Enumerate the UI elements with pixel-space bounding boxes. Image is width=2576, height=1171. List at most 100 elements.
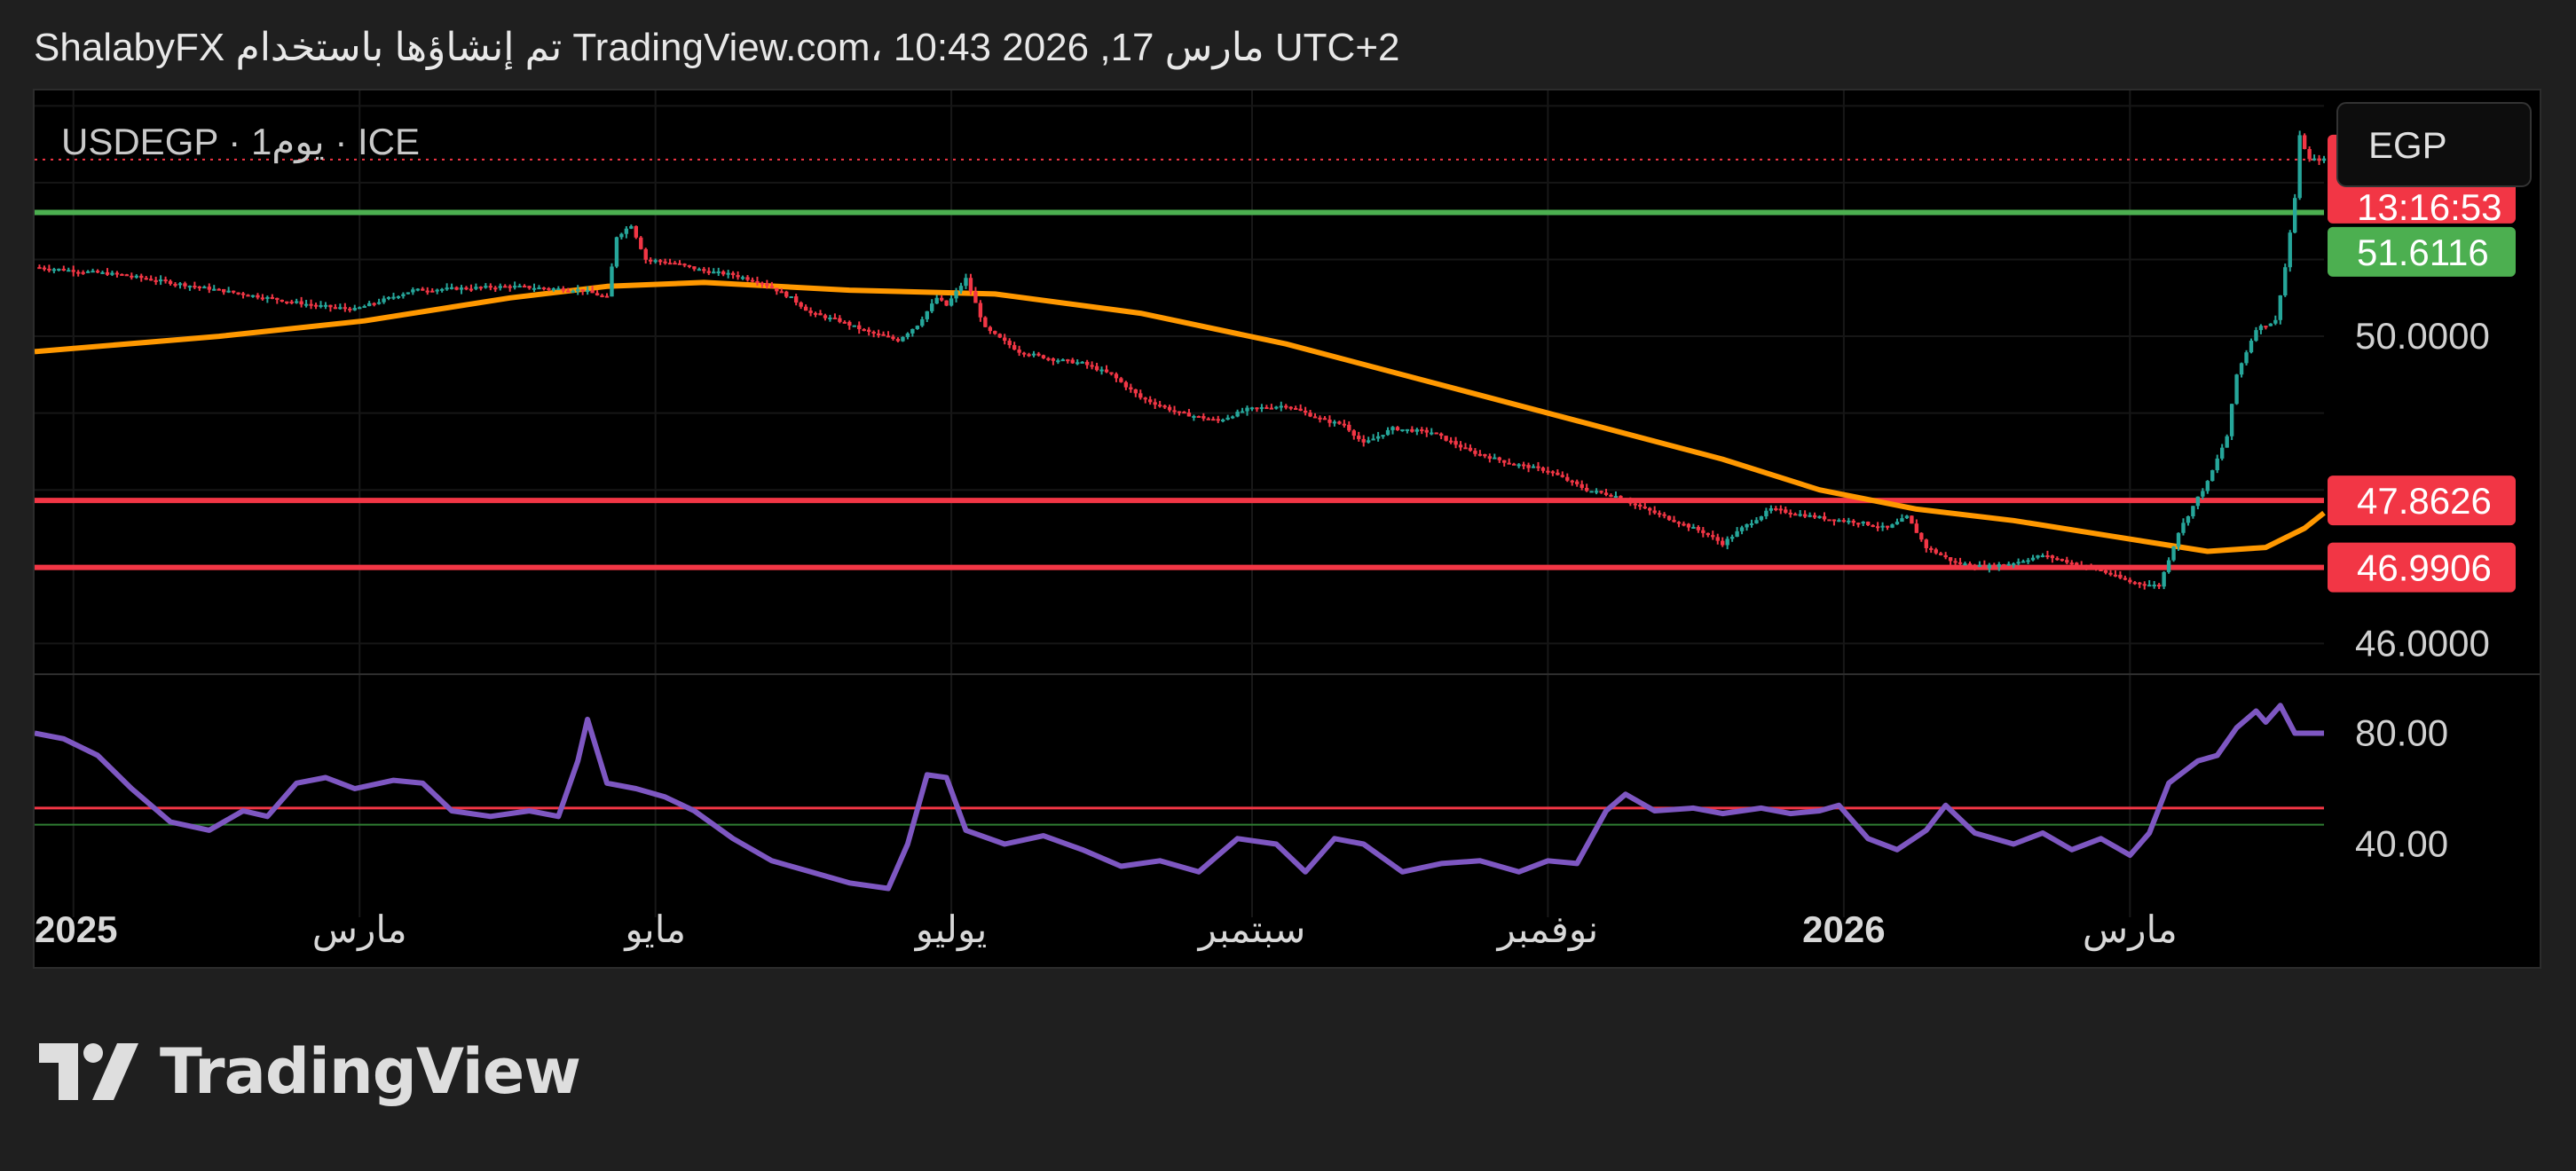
candle-body[interactable]: [1420, 428, 1424, 431]
candle-body[interactable]: [1938, 553, 1943, 555]
candle-body[interactable]: [1973, 565, 1977, 568]
candle-body[interactable]: [920, 318, 925, 326]
candle-body[interactable]: [1434, 432, 1438, 435]
candle-body[interactable]: [372, 303, 376, 305]
candle-body[interactable]: [1812, 515, 1817, 518]
candle-body[interactable]: [1027, 354, 1031, 357]
candle-body[interactable]: [958, 286, 964, 292]
candle-body[interactable]: [439, 288, 445, 291]
candle-body[interactable]: [2079, 565, 2084, 568]
candle-body[interactable]: [2147, 585, 2152, 587]
candle-body[interactable]: [1084, 361, 1090, 365]
candle-body[interactable]: [1438, 433, 1444, 436]
candle-body[interactable]: [673, 263, 677, 265]
candle-body[interactable]: [1676, 522, 1682, 524]
candle-body[interactable]: [37, 267, 42, 270]
candle-body[interactable]: [212, 288, 217, 291]
candle-body[interactable]: [1633, 503, 1638, 506]
candle-body[interactable]: [2201, 491, 2205, 497]
candle-body[interactable]: [793, 296, 799, 303]
candle-body[interactable]: [1516, 464, 1521, 467]
candle-body[interactable]: [852, 325, 856, 327]
candle-body[interactable]: [2142, 584, 2147, 586]
candle-body[interactable]: [997, 334, 1002, 338]
candle-body[interactable]: [639, 237, 643, 249]
candle-body[interactable]: [503, 286, 508, 288]
candle-body[interactable]: [537, 287, 541, 290]
candle-body[interactable]: [313, 304, 319, 307]
candle-body[interactable]: [1177, 411, 1182, 413]
candle-body[interactable]: [1875, 526, 1880, 529]
candle-body[interactable]: [1312, 416, 1318, 419]
candle-body[interactable]: [1003, 337, 1007, 342]
candle-body[interactable]: [1225, 417, 1230, 420]
candle-body[interactable]: [47, 268, 51, 271]
candle-body[interactable]: [832, 317, 838, 319]
candle-body[interactable]: [1672, 520, 1676, 523]
candle-body[interactable]: [934, 297, 939, 304]
candle-body[interactable]: [2317, 158, 2321, 161]
candle-body[interactable]: [91, 271, 95, 273]
candle-body[interactable]: [595, 293, 600, 295]
candle-body[interactable]: [1342, 423, 1347, 426]
candle-body[interactable]: [1381, 435, 1385, 437]
candle-body[interactable]: [610, 266, 614, 297]
candle-body[interactable]: [2225, 436, 2229, 448]
candle-body[interactable]: [2215, 458, 2219, 471]
candle-body[interactable]: [1701, 530, 1706, 533]
candle-body[interactable]: [1182, 412, 1186, 414]
candle-body[interactable]: [895, 339, 901, 342]
candle-body[interactable]: [1847, 520, 1851, 523]
candle-body[interactable]: [1123, 381, 1129, 388]
candle-body[interactable]: [1579, 483, 1584, 488]
candle-body[interactable]: [857, 325, 862, 330]
candle-body[interactable]: [1895, 522, 1900, 525]
candle-body[interactable]: [1934, 549, 1938, 554]
candle-body[interactable]: [808, 310, 813, 313]
candle-body[interactable]: [217, 288, 221, 291]
candle-body[interactable]: [556, 288, 561, 291]
candle-body[interactable]: [1303, 410, 1308, 413]
candle-body[interactable]: [2166, 560, 2171, 572]
candle-body[interactable]: [1012, 345, 1017, 350]
candle-body[interactable]: [1662, 514, 1666, 516]
candle-body[interactable]: [1259, 407, 1264, 410]
candle-body[interactable]: [813, 312, 818, 315]
candle-body[interactable]: [348, 308, 352, 310]
candle-body[interactable]: [1051, 358, 1056, 361]
candle-body[interactable]: [784, 291, 789, 297]
candle-body[interactable]: [1031, 353, 1036, 356]
candle-body[interactable]: [2089, 565, 2093, 568]
candle-body[interactable]: [328, 304, 333, 308]
candle-body[interactable]: [1080, 361, 1084, 364]
candle-body[interactable]: [1594, 491, 1599, 493]
candle-body[interactable]: [1220, 420, 1225, 422]
candle-body[interactable]: [954, 291, 958, 299]
candle-body[interactable]: [323, 304, 328, 307]
candle-body[interactable]: [1792, 514, 1798, 516]
candle-body[interactable]: [1351, 430, 1356, 436]
candle-body[interactable]: [1904, 515, 1910, 519]
candle-body[interactable]: [71, 270, 75, 272]
candle-body[interactable]: [358, 307, 362, 310]
candle-body[interactable]: [2186, 515, 2191, 523]
candle-body[interactable]: [624, 228, 629, 234]
candle-body[interactable]: [1666, 515, 1672, 521]
candle-body[interactable]: [1997, 564, 2001, 568]
candle-body[interactable]: [1536, 466, 1540, 468]
candle-body[interactable]: [1837, 520, 1841, 523]
candle-body[interactable]: [1706, 532, 1711, 536]
candle-body[interactable]: [2191, 506, 2195, 516]
candle-body[interactable]: [1357, 436, 1361, 439]
candle-body[interactable]: [469, 288, 474, 291]
candle-body[interactable]: [2021, 561, 2026, 563]
candle-body[interactable]: [886, 335, 891, 338]
candle-body[interactable]: [828, 317, 832, 319]
candle-body[interactable]: [1235, 412, 1240, 417]
candle-body[interactable]: [1992, 564, 1997, 568]
candle-body[interactable]: [585, 290, 590, 293]
candle-body[interactable]: [105, 271, 110, 275]
candle-body[interactable]: [2264, 326, 2268, 328]
candle-body[interactable]: [197, 286, 202, 288]
candle-body[interactable]: [2244, 352, 2249, 364]
